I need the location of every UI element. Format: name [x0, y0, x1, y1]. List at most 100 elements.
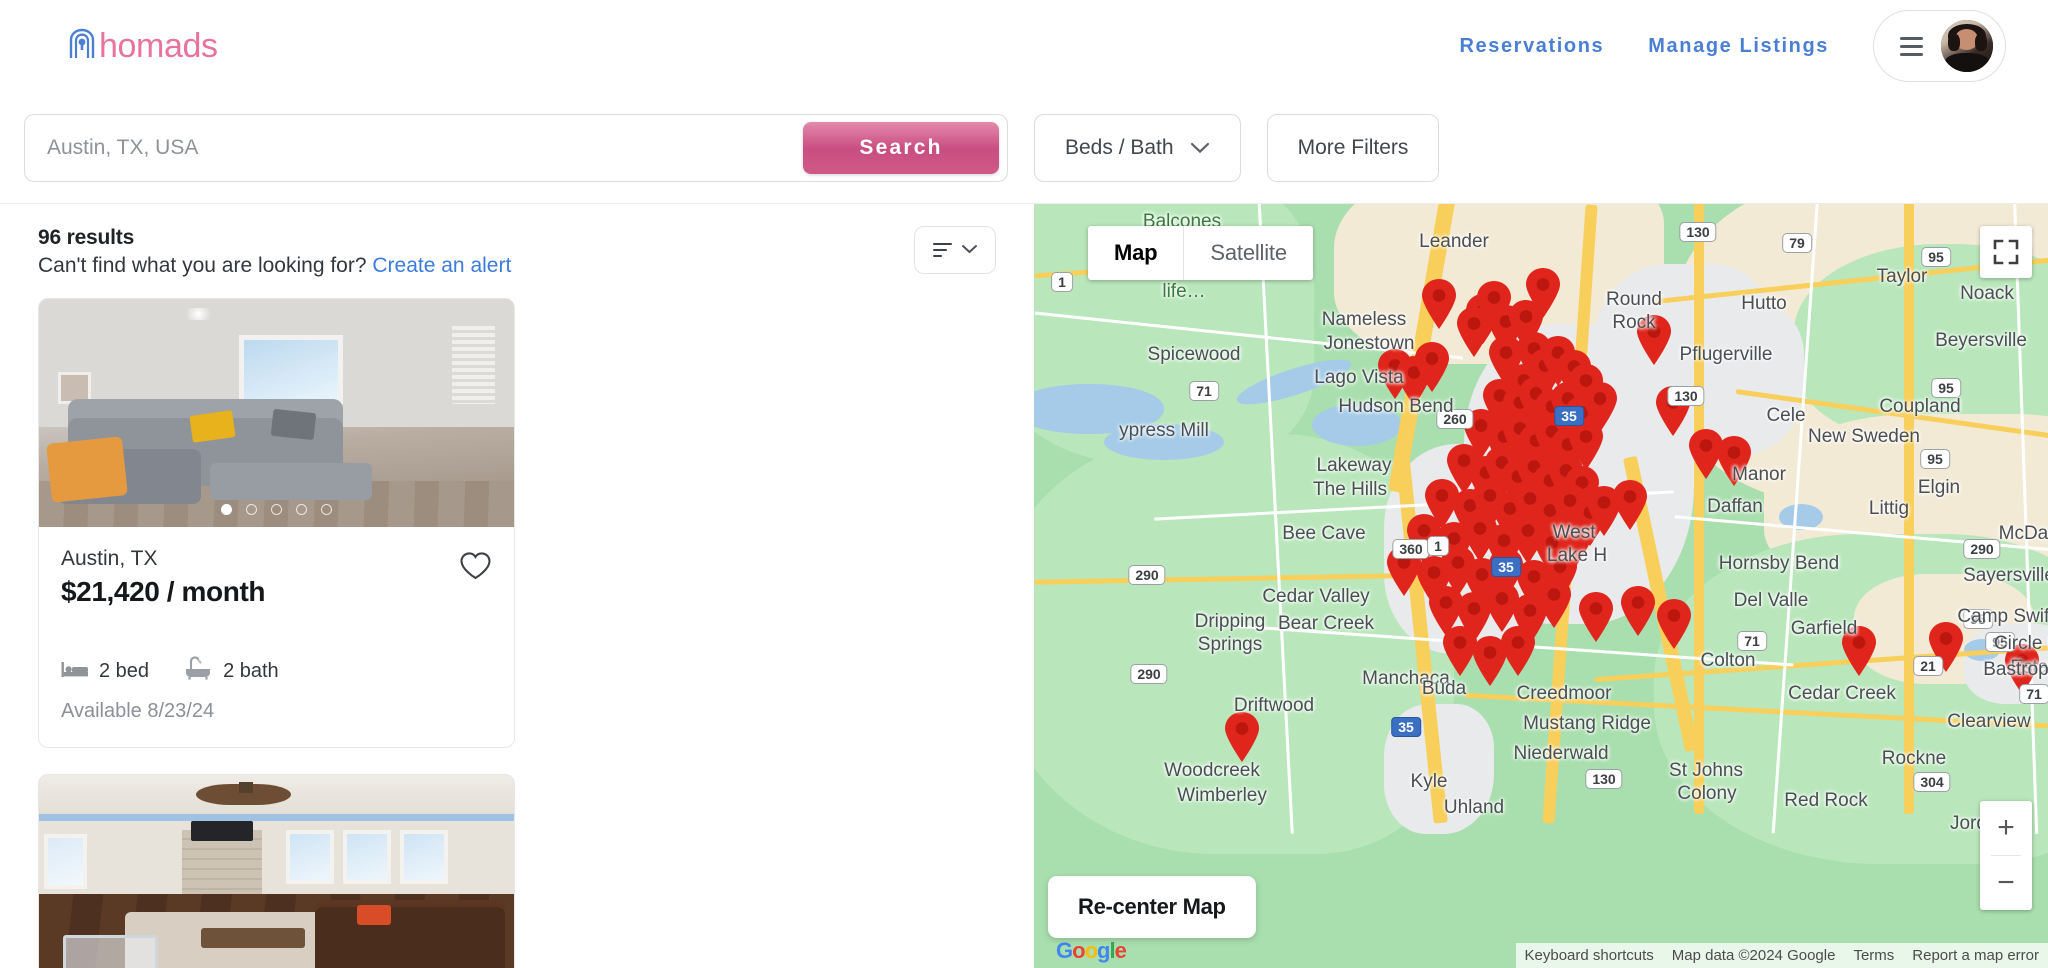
map-listing-pin[interactable]	[1654, 598, 1694, 655]
map-listing-pin[interactable]	[1686, 428, 1726, 485]
map-listing-pin[interactable]	[1412, 341, 1452, 398]
fullscreen-icon[interactable]	[1980, 226, 2032, 278]
map-listing-pin[interactable]	[1470, 635, 1510, 692]
map-listing-pin[interactable]	[1714, 435, 1754, 492]
listing-photo[interactable]	[39, 775, 514, 968]
map-listing-pin[interactable]	[1419, 278, 1459, 335]
map-listing-pin[interactable]	[1438, 545, 1478, 602]
report-map-error-link[interactable]: Report a map error	[1912, 947, 2039, 964]
map-listing-pin[interactable]	[1580, 381, 1620, 438]
map-listing-pin[interactable]	[1576, 591, 1616, 648]
listing-photo[interactable]	[39, 299, 514, 527]
map-listing-pin[interactable]	[1556, 515, 1596, 572]
listing-card[interactable]: Austin, TX $21,420 / month	[38, 298, 515, 748]
bed-icon	[61, 659, 89, 684]
map-place-label: Coupland	[1879, 396, 1961, 417]
map-listing-pin[interactable]	[1460, 511, 1500, 568]
map-listing-pin[interactable]	[1486, 335, 1526, 392]
map-listing-pin[interactable]	[1566, 419, 1606, 476]
hamburger-menu-icon[interactable]	[1900, 36, 1923, 56]
map-listing-pin[interactable]	[1514, 559, 1554, 616]
keyboard-shortcuts-link[interactable]: Keyboard shortcuts	[1524, 947, 1654, 964]
map-view-toggle[interactable]: Map Satellite	[1088, 226, 1313, 280]
map-listing-pin[interactable]	[1634, 314, 1674, 371]
brand-name: homads	[99, 27, 218, 65]
map-listing-pin[interactable]	[1454, 306, 1494, 363]
highway-shield: 71	[2019, 684, 2048, 704]
map-panel[interactable]: 130 79 95 1 71 130 95 260 35 95 290 360 1 95 21 35 71 95 7…	[1034, 204, 2048, 968]
chevron-down-icon	[1190, 136, 1210, 160]
map-listing-pin[interactable]	[1584, 485, 1624, 542]
search-button[interactable]: Search	[803, 121, 999, 174]
filter-more-filters-label: More Filters	[1297, 135, 1409, 159]
map-listing-pin[interactable]	[1523, 267, 1563, 324]
map-listing-pin[interactable]	[1510, 593, 1550, 650]
recenter-map-button[interactable]: Re-center Map	[1048, 876, 1256, 938]
terms-link[interactable]: Terms	[1853, 947, 1895, 964]
map-place-label: Manchaca	[1362, 668, 1450, 689]
highway-shield: 71	[1189, 381, 1219, 401]
carousel-dot[interactable]	[246, 504, 257, 515]
carousel-dot[interactable]	[296, 504, 307, 515]
create-alert-link[interactable]: Create an alert	[372, 254, 512, 277]
filter-more-filters[interactable]: More Filters	[1266, 113, 1440, 182]
map-place-label: Garfield	[1790, 618, 1858, 639]
map-zoom-controls[interactable]: + −	[1980, 801, 2032, 910]
highway-shield: 260	[1436, 409, 1474, 429]
map-listing-pin[interactable]	[1510, 481, 1550, 538]
highway-shield: 290	[1130, 664, 1168, 684]
map-listing-pin[interactable]	[1508, 513, 1548, 570]
map-listing-pin[interactable]	[1550, 483, 1590, 540]
highway-shield: 360	[1392, 539, 1430, 559]
account-menu-pill[interactable]	[1873, 10, 2006, 82]
filter-beds-bath[interactable]: Beds / Bath	[1034, 113, 1241, 182]
map-listing-pin[interactable]	[1474, 280, 1514, 337]
map-listing-pin[interactable]	[1618, 585, 1658, 642]
map-listing-pin[interactable]	[1440, 625, 1480, 682]
map-listing-pin[interactable]	[1222, 711, 1262, 768]
map-place-label: Dripping	[1194, 611, 1266, 632]
map-listing-pin[interactable]	[1498, 625, 1538, 682]
nav-manage-listings[interactable]: Manage Listings	[1648, 34, 1829, 57]
map-view-button[interactable]: Map	[1114, 240, 1158, 265]
map-listing-pin[interactable]	[1482, 581, 1522, 638]
listing-beds: 2 bed	[99, 659, 150, 682]
map-listing-pin[interactable]	[2002, 643, 2042, 700]
listing-card[interactable]: Austin, TX $4,500 / month	[38, 774, 515, 968]
brand-logo[interactable]: homads	[68, 28, 218, 65]
map-listing-pin[interactable]	[1610, 479, 1650, 536]
heart-outline-icon[interactable]	[459, 551, 492, 586]
results-header: 96 results Can't find what you are looki…	[24, 204, 1010, 278]
map-listing-pin[interactable]	[1534, 577, 1574, 634]
map-listing-pin[interactable]	[1426, 585, 1466, 642]
site-header: homads Reservations Manage Listings	[0, 0, 2048, 92]
carousel-dot[interactable]	[221, 504, 232, 515]
map-place-label: life…	[1162, 281, 1206, 302]
map-listing-pin[interactable]	[1540, 549, 1580, 606]
map-attribution: Keyboard shortcuts Map data ©2024 Google…	[1515, 943, 2048, 968]
sort-button[interactable]	[914, 226, 996, 274]
nav-reservations[interactable]: Reservations	[1459, 34, 1605, 57]
satellite-view-button[interactable]: Satellite	[1210, 240, 1287, 265]
carousel-dot[interactable]	[271, 504, 282, 515]
photo-carousel-dots[interactable]	[39, 504, 514, 515]
map-place-label: The Hills	[1313, 479, 1387, 500]
map-listing-pin[interactable]	[1470, 478, 1510, 535]
map-place-label: Clearview	[1947, 711, 2031, 732]
map-listing-pin[interactable]	[1444, 443, 1484, 500]
search-input[interactable]	[25, 135, 803, 160]
zoom-out-button[interactable]: −	[1997, 866, 2015, 899]
map-place-label: Creedmoor	[1516, 683, 1612, 704]
map-listing-pin[interactable]	[1506, 299, 1546, 356]
avatar[interactable]	[1941, 20, 1993, 72]
carousel-dot[interactable]	[321, 504, 332, 515]
map-place-label: Colton	[1700, 650, 1756, 671]
map-listing-pin[interactable]	[1839, 625, 1879, 682]
map-listing-pin[interactable]	[1926, 621, 1966, 678]
map-listing-pin[interactable]	[1454, 591, 1494, 648]
map-place-label: Pflugerville	[1679, 344, 1773, 365]
zoom-in-button[interactable]: +	[1997, 811, 2015, 844]
arch-door-icon	[68, 28, 96, 65]
map-place-label: ypress Mill	[1119, 420, 1209, 441]
map-listing-pin[interactable]	[1422, 478, 1462, 535]
